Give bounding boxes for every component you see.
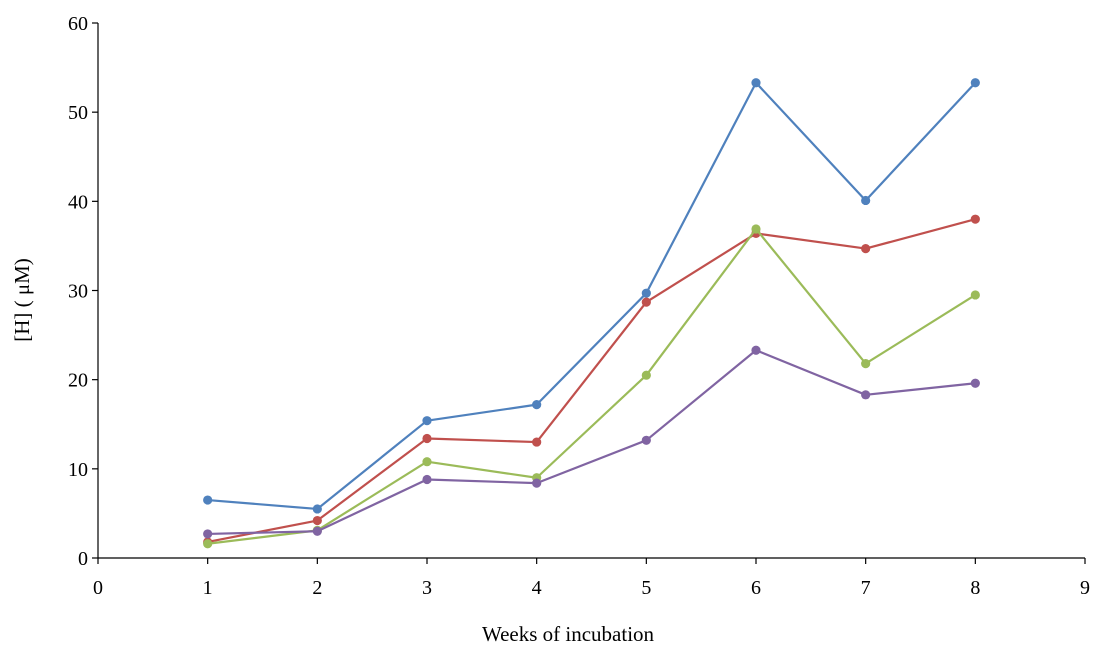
data-point xyxy=(970,378,980,388)
data-point xyxy=(861,195,871,206)
y-tick-label: 0 xyxy=(78,548,88,570)
x-tick-label: 9 xyxy=(1080,577,1090,599)
x-axis-title: Weeks of incubation xyxy=(482,622,655,646)
x-tick-label: 6 xyxy=(751,577,761,599)
data-point xyxy=(422,457,432,467)
series-line xyxy=(207,349,976,536)
data-point xyxy=(422,416,432,426)
data-point xyxy=(751,345,761,355)
data-point xyxy=(203,529,213,539)
x-tick-label: 0 xyxy=(93,577,103,599)
data-point xyxy=(970,290,980,300)
data-point xyxy=(312,504,322,514)
series-3 xyxy=(203,224,980,549)
data-point xyxy=(203,539,213,549)
data-point xyxy=(641,435,651,445)
y-tick-label: 50 xyxy=(68,102,88,124)
series-1 xyxy=(203,78,980,514)
y-tick-label: 40 xyxy=(68,191,88,213)
data-point xyxy=(312,515,322,526)
series-4 xyxy=(203,345,980,539)
series-2 xyxy=(203,214,980,547)
data-point xyxy=(532,437,542,447)
x-tick-label: 7 xyxy=(861,577,871,599)
data-point xyxy=(751,224,761,234)
axes: 0 10 20 30 40 50 60 0 1 2 3 4 5 6 7 8 9 xyxy=(68,13,1090,599)
y-tick-label: 10 xyxy=(68,459,88,481)
x-tick-label: 4 xyxy=(532,577,542,599)
series-line xyxy=(207,81,977,511)
data-point xyxy=(970,78,980,88)
data-point xyxy=(532,478,542,488)
y-tick-label: 20 xyxy=(68,370,88,392)
x-tick-label: 8 xyxy=(970,577,980,599)
data-point xyxy=(312,526,322,536)
data-point xyxy=(641,297,651,307)
data-point xyxy=(422,474,432,485)
data-point xyxy=(532,400,542,410)
data-point xyxy=(751,78,761,88)
data-point xyxy=(861,243,871,254)
data-point xyxy=(422,433,432,444)
data-point xyxy=(861,359,871,369)
x-tick-label: 3 xyxy=(422,577,432,599)
data-point xyxy=(861,390,871,400)
data-point xyxy=(641,370,651,380)
series-line xyxy=(207,227,976,545)
x-tick-label: 5 xyxy=(641,577,651,599)
data-point xyxy=(970,214,980,224)
y-tick-label: 30 xyxy=(68,281,88,303)
y-tick-label: 60 xyxy=(68,13,88,35)
series-lines xyxy=(203,78,980,549)
x-tick-label: 1 xyxy=(203,577,213,599)
data-point xyxy=(203,495,213,505)
x-tick-label: 2 xyxy=(312,577,322,599)
data-point xyxy=(641,288,651,298)
y-axis-title: [H] ( μM) xyxy=(10,258,34,342)
series-line xyxy=(207,218,976,544)
